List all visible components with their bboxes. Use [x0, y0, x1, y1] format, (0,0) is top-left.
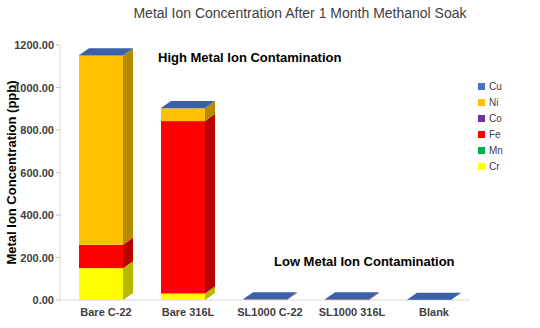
- bar-segment: [243, 300, 287, 301]
- bars: [79, 48, 461, 300]
- title: Metal Ion Concentration After 1 Month Me…: [133, 5, 467, 21]
- bar-top: [407, 293, 461, 300]
- bar-segment: [243, 300, 287, 301]
- bar-top: [325, 292, 379, 299]
- bar-segment: [325, 299, 369, 300]
- x-tick-label: SL1000 C-22: [237, 306, 302, 318]
- bar-segment: [325, 300, 369, 301]
- bar-segment: [325, 299, 369, 300]
- bar-top: [243, 292, 297, 299]
- x-tick-label: Bare 316L: [162, 306, 215, 318]
- annotation: Low Metal Ion Contamination: [274, 254, 455, 269]
- bar-segment: [79, 56, 123, 245]
- y-tick-label: 1200.00: [14, 39, 54, 51]
- bar-segment: [79, 268, 123, 300]
- y-tick-label: 800.00: [20, 124, 54, 136]
- y-tick-label: 200.00: [20, 252, 54, 264]
- annotation: High Metal Ion Contamination: [158, 50, 341, 65]
- legend-swatch: [478, 99, 485, 106]
- y-axis: [60, 45, 61, 300]
- bar-segment: [161, 294, 205, 300]
- y-tick: [56, 45, 60, 46]
- y-tick: [56, 300, 60, 301]
- bar-segment: [161, 108, 205, 121]
- legend-label: Ni: [489, 97, 498, 108]
- y-tick: [56, 130, 60, 131]
- y-tick-label: 400.00: [20, 209, 54, 221]
- y-axis-label: Metal Ion Concentration (ppb): [4, 80, 19, 264]
- y-tick: [56, 215, 60, 216]
- x-tick-label: SL1000 316L: [319, 306, 386, 318]
- legend-label: Cr: [489, 161, 500, 172]
- bar-segment: [79, 245, 123, 268]
- y-tick-label: 0.00: [33, 294, 54, 306]
- legend-label: Mn: [489, 145, 503, 156]
- legend-label: Cu: [489, 81, 502, 92]
- y-tick: [56, 172, 60, 173]
- bar-segment: [161, 121, 205, 293]
- legend-swatch: [478, 131, 485, 138]
- x-tick-label: Bare C-22: [80, 306, 131, 318]
- legend-label: Fe: [489, 129, 501, 140]
- x-tick-label: Blank: [419, 306, 450, 318]
- bar-top: [79, 48, 133, 55]
- bar-segment: [243, 299, 287, 300]
- bar-top: [161, 101, 215, 108]
- y-tick: [56, 87, 60, 88]
- legend: Cu Ni Co Fe Mn Cr: [478, 81, 503, 172]
- legend-swatch: [478, 115, 485, 122]
- bar-segment: [243, 299, 287, 300]
- y-tick-label: 600.00: [20, 167, 54, 179]
- bar-side: [205, 114, 215, 293]
- bar-side: [123, 49, 133, 245]
- y-tick-label: 1000.00: [14, 82, 54, 94]
- legend-label: Co: [489, 113, 502, 124]
- legend-swatch: [478, 163, 485, 170]
- legend-swatch: [478, 147, 485, 154]
- bar-segment: [325, 300, 369, 301]
- chart: Metal Ion Concentration After 1 Month Me…: [0, 0, 540, 328]
- legend-swatch: [478, 83, 485, 90]
- y-tick: [56, 257, 60, 258]
